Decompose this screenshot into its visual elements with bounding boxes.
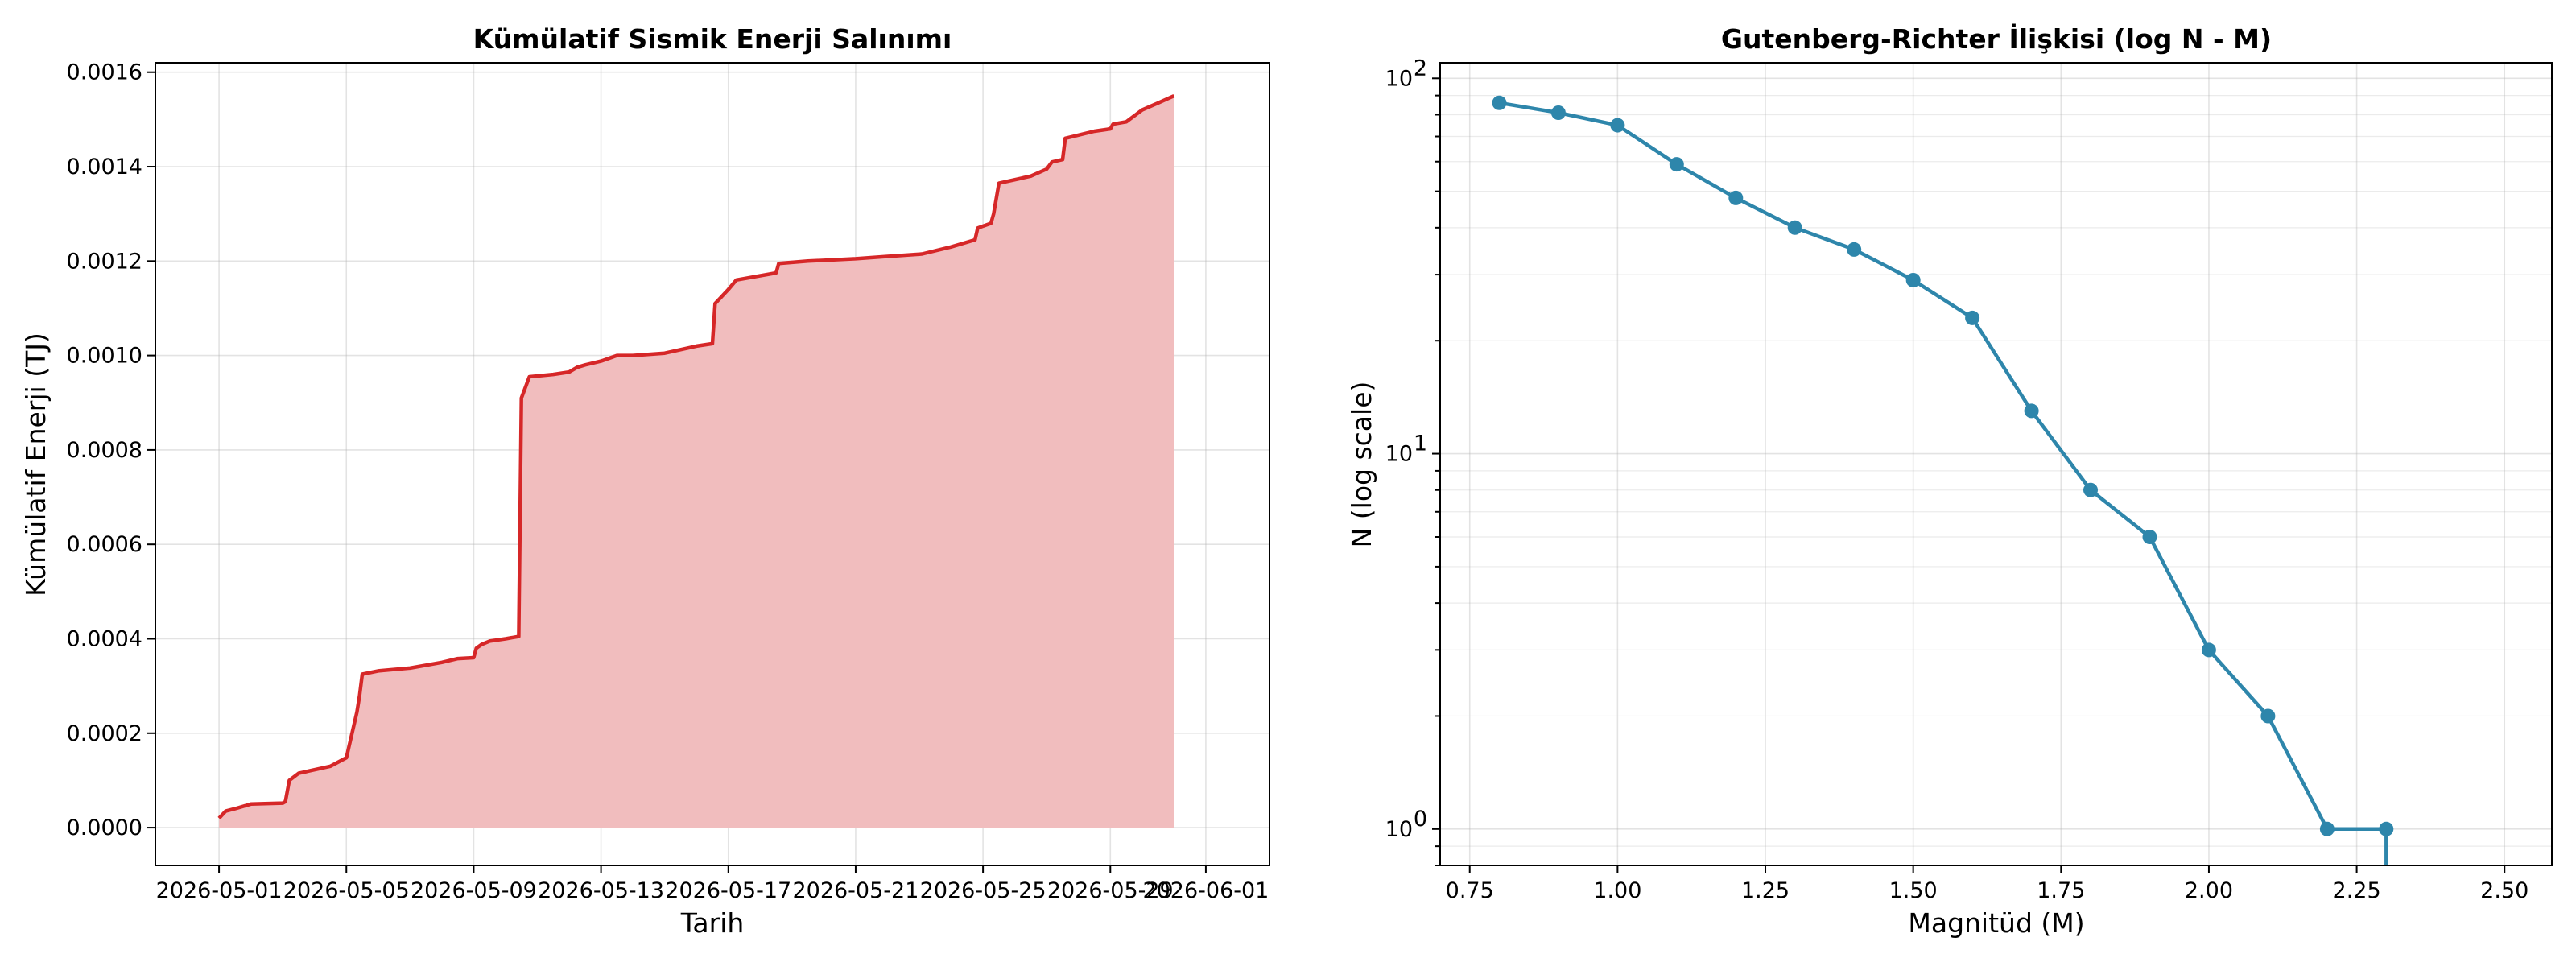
y-tick-label: 0.0014 bbox=[67, 155, 142, 180]
y-tick-label: 0.0002 bbox=[67, 721, 142, 746]
x-tick-label: 2.25 bbox=[2333, 878, 2381, 903]
data-point bbox=[1728, 190, 1744, 205]
data-point bbox=[1787, 220, 1802, 235]
y-tick-label: 0.0008 bbox=[67, 438, 142, 463]
data-point bbox=[2260, 708, 2276, 724]
y-tick-label: 0.0012 bbox=[67, 249, 142, 274]
y-tick-label: 0.0016 bbox=[67, 60, 142, 85]
data-point bbox=[2083, 482, 2098, 497]
data-point bbox=[1669, 157, 1684, 172]
left-axes-frame bbox=[155, 62, 1270, 866]
left-axes-spines bbox=[155, 62, 1270, 866]
right-x-ticks: 0.75 1.00 1.25 1.50 1.75 2.00 2.25 2.50 bbox=[1446, 865, 2529, 903]
y-tick-label: 0.0006 bbox=[67, 532, 142, 557]
x-tick-label: 0.75 bbox=[1446, 878, 1494, 903]
y-tick-exponent: 2 bbox=[1414, 56, 1427, 80]
data-point bbox=[1610, 118, 1625, 133]
cumulative-energy-area bbox=[219, 96, 1174, 828]
y-tick-label: 10 bbox=[1385, 817, 1413, 842]
data-point bbox=[1847, 242, 1862, 257]
x-tick-label: 2026-05-01 bbox=[156, 878, 283, 903]
y-tick-label: 10 bbox=[1385, 442, 1413, 467]
y-tick-label: 0.0010 bbox=[67, 344, 142, 369]
data-point bbox=[2142, 530, 2157, 544]
y-tick-label: 0.0004 bbox=[67, 626, 142, 651]
right-chart-title: Gutenberg-Richter İlişkisi (log N - M) bbox=[1721, 23, 2272, 55]
right-axes-frame bbox=[1439, 62, 2553, 866]
data-point bbox=[1965, 310, 1980, 325]
x-tick-label: 1.00 bbox=[1593, 878, 1641, 903]
data-point bbox=[1492, 95, 1507, 110]
data-point bbox=[2201, 642, 2216, 658]
data-point bbox=[1550, 105, 1566, 120]
right-grid bbox=[1440, 63, 2552, 866]
left-area-layer bbox=[217, 94, 1175, 828]
left-y-axis-label: Kümülatif Enerji (TJ) bbox=[20, 332, 52, 597]
y-tick-exponent: 0 bbox=[1414, 807, 1427, 832]
x-tick-label: 2026-05-17 bbox=[665, 878, 791, 903]
gutenberg-richter-line bbox=[1499, 101, 2387, 832]
data-point bbox=[2319, 821, 2334, 836]
left-x-axis-label: Tarih bbox=[680, 907, 745, 939]
x-tick-label: 1.75 bbox=[2037, 878, 2085, 903]
data-point bbox=[2024, 403, 2039, 419]
x-tick-label: 1.50 bbox=[1889, 878, 1938, 903]
x-tick-label: 2.50 bbox=[2480, 878, 2529, 903]
left-x-ticks: 2026-05-01 2026-05-05 2026-05-09 2026-05-13… bbox=[156, 865, 1269, 903]
right-y-axis-label: N (log scale) bbox=[1346, 382, 1377, 548]
y-tick-label: 10 bbox=[1385, 66, 1413, 91]
x-tick-label: 2026-05-29 bbox=[1047, 878, 1174, 903]
x-tick-label: 2026-06-01 bbox=[1142, 878, 1269, 903]
y-tick-label: 0.0000 bbox=[67, 815, 142, 840]
right-line-layer bbox=[1492, 95, 2394, 865]
right-x-axis-label: Magnitüd (M) bbox=[1908, 907, 2084, 939]
y-tick-exponent: 1 bbox=[1414, 431, 1427, 456]
data-point bbox=[2379, 821, 2394, 836]
x-tick-label: 2.00 bbox=[2185, 878, 2233, 903]
cumulative-energy-chart: 2026-05-01 2026-05-05 2026-05-09 2026-05-13… bbox=[20, 23, 1270, 939]
left-y-ticks: 0.0000 0.0002 0.0004 0.0006 0.0008 0.0010 0.00… bbox=[67, 60, 155, 840]
gutenberg-richter-chart: 0.75 1.00 1.25 1.50 1.75 2.00 2.25 2.50 10 010 11… bbox=[1346, 23, 2553, 939]
x-tick-label: 2026-05-05 bbox=[283, 878, 410, 903]
x-tick-label: 2026-05-21 bbox=[792, 878, 919, 903]
left-chart-title: Kümülatif Sismik Enerji Salınımı bbox=[473, 23, 952, 55]
cumulative-energy-line bbox=[217, 94, 1175, 819]
right-axes-spines bbox=[1439, 62, 2553, 866]
x-tick-label: 2026-05-25 bbox=[920, 878, 1046, 903]
x-tick-label: 1.25 bbox=[1741, 878, 1790, 903]
data-point bbox=[1905, 273, 1921, 287]
x-tick-label: 2026-05-09 bbox=[411, 878, 537, 903]
x-tick-label: 2026-05-13 bbox=[538, 878, 664, 903]
